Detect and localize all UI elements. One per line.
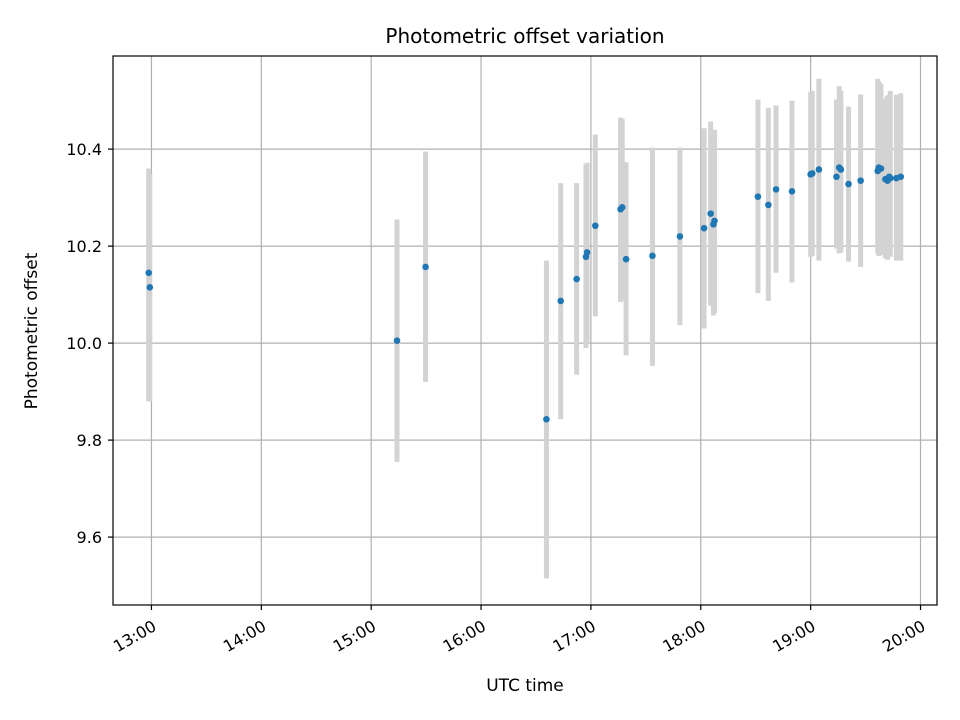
x-tick-label: 19:00: [769, 616, 818, 656]
y-axis: 9.6 9.8 10.0 10.2 10.4: [66, 140, 113, 547]
data-point: [393, 337, 401, 344]
data-point: [622, 255, 630, 263]
data-point: [887, 174, 894, 182]
data-point: [583, 249, 591, 256]
data-point: [422, 263, 429, 271]
data-point: [676, 233, 684, 240]
x-tick-label: 15:00: [330, 616, 379, 656]
data-point: [146, 284, 154, 291]
x-tick-label: 18:00: [659, 616, 708, 656]
x-tick-label: 17:00: [549, 616, 598, 656]
data-point: [573, 275, 580, 283]
y-tick-label: 10.0: [66, 334, 102, 353]
x-tick-label: 13:00: [110, 616, 159, 656]
grid: [113, 56, 937, 605]
x-tick-label: 14:00: [220, 616, 269, 656]
data-point: [618, 204, 626, 211]
y-tick-label: 10.4: [66, 140, 102, 159]
data-point: [765, 201, 772, 209]
data-point: [592, 222, 599, 230]
data-point: [833, 173, 840, 181]
data-point: [877, 165, 885, 172]
data-point: [845, 180, 852, 188]
data-point: [897, 173, 905, 181]
data-point: [815, 166, 823, 173]
data-point: [857, 177, 864, 184]
y-axis-title: Photometric offset: [22, 252, 42, 409]
data-point: [837, 166, 845, 173]
data-point: [772, 186, 780, 193]
data-point: [543, 415, 550, 423]
data-point: [711, 217, 718, 225]
data-point: [788, 188, 796, 195]
x-tick-label: 16:00: [440, 616, 489, 656]
plot-area: [112, 55, 938, 606]
x-tick-label: 20:00: [879, 616, 928, 656]
x-axis-title: UTC time: [486, 676, 564, 696]
y-tick-label: 10.2: [66, 237, 102, 256]
data-point: [649, 252, 656, 260]
chart-title: Photometric offset variation: [385, 24, 664, 48]
data-point: [809, 170, 816, 177]
data-point: [557, 297, 565, 305]
data-point: [707, 210, 714, 217]
x-axis: 13:00 14:00 15:00 16:00 17:00 18:00 19:00 20:00: [110, 605, 929, 656]
y-tick-label: 9.8: [77, 431, 102, 450]
data-points: [145, 164, 905, 423]
data-point: [754, 193, 762, 200]
y-tick-label: 9.6: [77, 528, 102, 547]
data-point: [700, 224, 708, 232]
data-point: [145, 269, 153, 277]
